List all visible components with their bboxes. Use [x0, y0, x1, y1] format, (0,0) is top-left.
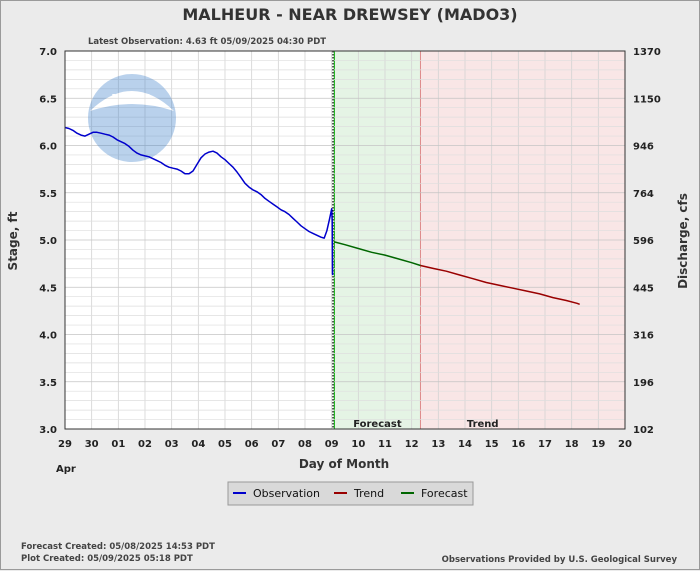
- y2-tick-label: 596: [633, 236, 654, 247]
- x-tick-label: 12: [405, 439, 419, 450]
- y-tick-label: 4.0: [39, 331, 57, 342]
- series-layer: [64, 126, 580, 306]
- y2-tick-label: 764: [633, 189, 654, 200]
- month-label: Apr: [56, 464, 76, 475]
- noaa-logo: NOAA: [88, 74, 176, 162]
- plot-created: Plot Created: 05/09/2025 05:18 PDT: [21, 554, 193, 564]
- x-tick-label: 05: [218, 439, 232, 450]
- x-tick-label: 07: [271, 439, 285, 450]
- legend-trend-label: Trend: [353, 487, 384, 500]
- data-credit: Observations Provided by U.S. Geological…: [442, 555, 678, 565]
- x-tick-label: 15: [485, 439, 499, 450]
- observation-series-line: [64, 126, 334, 276]
- noaa-logo-disc: [88, 74, 176, 162]
- x-tick-label: 11: [378, 439, 392, 450]
- legend-box: [227, 481, 474, 506]
- x-tick-labels: 29 30 01 02 03 04 05 06 07 08 09 10 11 12 13 14 15 16 17 18…: [58, 439, 632, 450]
- y-tick-label: 6.0: [39, 142, 57, 153]
- y2-tick-label: 196: [633, 378, 654, 389]
- y2-tick-label: 1150: [633, 94, 661, 105]
- y2-tick-label: 445: [633, 283, 654, 294]
- zone-label-layer: Forecast Trend: [353, 419, 498, 430]
- y2-tick-label: 946: [633, 142, 654, 153]
- forecast-series-line: [334, 241, 421, 267]
- forecast-created: Forecast Created: 05/08/2025 14:53 PDT: [21, 542, 215, 552]
- x-tick-label: 29: [58, 439, 72, 450]
- x-tick-label: 09: [325, 439, 339, 450]
- y-axis-label: Stage, ft: [6, 211, 20, 270]
- y2-tick-label: 102: [633, 425, 654, 436]
- x-tick-label: 02: [138, 439, 152, 450]
- legend: Observation Trend Forecast: [227, 481, 474, 506]
- plot-border: [64, 50, 626, 430]
- y-tick-label: 6.5: [39, 94, 57, 105]
- y2-axis-label: Discharge, cfs: [676, 193, 690, 289]
- y-tick-label: 3.0: [39, 425, 57, 436]
- x-tick-label: 19: [591, 439, 605, 450]
- trend-series-line: [420, 264, 580, 306]
- x-tick-label: 01: [111, 439, 125, 450]
- x-tick-label: 13: [431, 439, 445, 450]
- legend-observation-label: Observation: [253, 487, 320, 500]
- chart-title: MALHEUR - NEAR DREWSEY (MADO3): [182, 5, 517, 24]
- x-axis-label: Day of Month: [299, 457, 389, 471]
- y2-tick-labels: 102 196 316 445 596 764 946 1150 1370: [633, 47, 661, 436]
- plot-area: NOAA Forecast Trend: [64, 50, 626, 430]
- x-tick-label: 18: [565, 439, 579, 450]
- x-tick-label: 10: [351, 439, 365, 450]
- x-tick-label: 20: [618, 439, 632, 450]
- x-tick-label: 30: [85, 439, 99, 450]
- x-tick-label: 17: [538, 439, 552, 450]
- x-tick-label: 06: [245, 439, 259, 450]
- noaa-logo-bird: [90, 91, 174, 111]
- y2-tick-label: 1370: [633, 47, 661, 58]
- x-tick-label: 04: [191, 439, 205, 450]
- latest-observation: Latest Observation: 4.63 ft 05/09/2025 0…: [88, 37, 326, 47]
- y-tick-label: 5.0: [39, 236, 57, 247]
- x-tick-label: 08: [298, 439, 312, 450]
- trend-zone-label: Trend: [467, 419, 499, 430]
- noaa-logo-text: NOAA: [111, 93, 153, 108]
- x-tick-label: 16: [511, 439, 525, 450]
- forecast-zone-label: Forecast: [353, 419, 402, 430]
- y2-tick-label: 316: [633, 331, 654, 342]
- x-tick-label: 14: [458, 439, 472, 450]
- x-tick-label: 03: [165, 439, 179, 450]
- y-tick-label: 7.0: [39, 47, 57, 58]
- y-tick-label: 4.5: [39, 283, 57, 294]
- y-tick-label: 5.5: [39, 189, 57, 200]
- legend-forecast-label: Forecast: [421, 487, 468, 500]
- y-tick-labels: 3.0 3.5 4.0 4.5 5.0 5.5 6.0 6.5 7.0: [39, 47, 57, 436]
- y-tick-label: 3.5: [39, 378, 57, 389]
